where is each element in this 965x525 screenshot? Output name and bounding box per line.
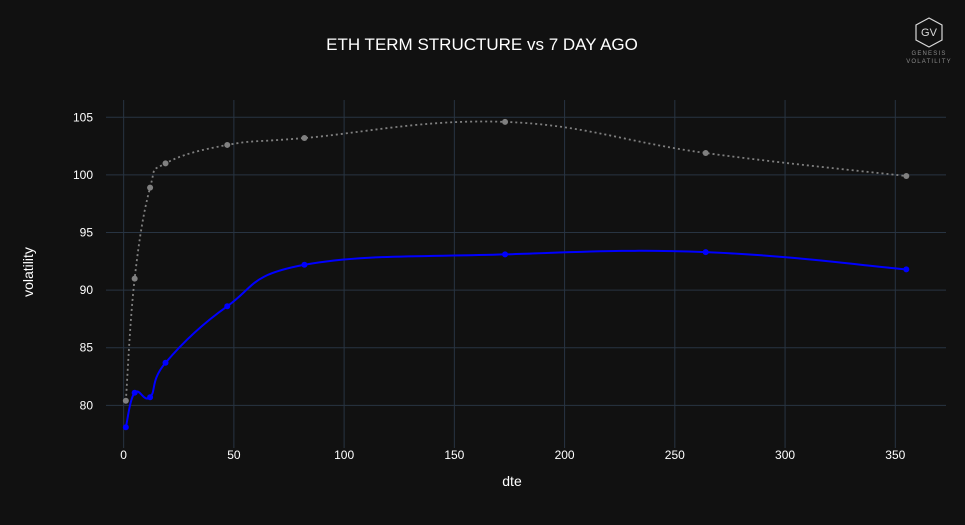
data-point: [162, 359, 169, 366]
logo-line1: GENESIS: [911, 51, 946, 57]
series-line: [124, 120, 907, 401]
data-point: [131, 389, 138, 396]
data-point: [147, 394, 154, 401]
y-axis-title: volatility: [20, 247, 36, 297]
logo-line2: VOLATILITY: [906, 59, 952, 65]
x-tick-label: 250: [665, 448, 685, 462]
data-point: [702, 249, 709, 256]
data-point: [224, 141, 231, 148]
data-point: [702, 150, 709, 157]
x-axis-title: dte: [502, 473, 522, 489]
x-tick-label: 50: [227, 448, 241, 462]
x-tick-label: 300: [775, 448, 795, 462]
y-tick-label: 80: [80, 398, 94, 412]
data-point: [502, 118, 509, 125]
x-tick-label: 100: [334, 448, 354, 462]
data-point: [162, 160, 169, 167]
y-tick-label: 95: [80, 226, 94, 240]
series-line: [124, 249, 907, 428]
data-point: [903, 266, 910, 273]
y-tick-label: 105: [73, 110, 93, 124]
data-point: [122, 397, 129, 404]
data-point: [122, 424, 129, 431]
x-tick-label: 150: [444, 448, 464, 462]
y-tick-label: 85: [80, 341, 94, 355]
data-point: [301, 135, 308, 142]
data-point: [147, 184, 154, 191]
grid: [106, 100, 946, 448]
chart-title: ETH TERM STRUCTURE vs 7 DAY AGO: [326, 35, 638, 54]
data-point: [131, 275, 138, 282]
data-point: [903, 173, 910, 180]
x-tick-label: 350: [885, 448, 905, 462]
y-axis-ticks: 80 85 90 95 100 105: [73, 110, 93, 412]
logo-glyph: GV: [921, 27, 938, 39]
data-point: [224, 303, 231, 310]
x-tick-label: 200: [555, 448, 575, 462]
y-tick-label: 100: [73, 168, 93, 182]
y-tick-label: 90: [80, 283, 94, 297]
genesis-volatility-logo: GV GENESIS VOLATILITY: [906, 17, 952, 65]
series-0: [122, 118, 910, 404]
series-1: [122, 249, 910, 431]
x-tick-label: 0: [120, 448, 127, 462]
hexagon-logo-icon: [915, 17, 943, 48]
series-layer: [122, 118, 910, 431]
data-point: [502, 251, 509, 258]
x-axis-ticks: 0 50 100 150 200 250 300 350: [120, 448, 905, 462]
data-point: [301, 261, 308, 268]
